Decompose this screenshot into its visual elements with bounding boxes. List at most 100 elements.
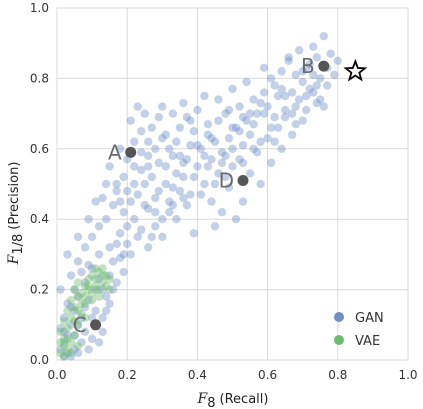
data-point-gan <box>172 137 181 146</box>
highlight-label-d: D <box>219 168 234 192</box>
data-point-gan <box>130 137 139 146</box>
data-point-vae <box>94 292 104 301</box>
data-point-gan <box>105 271 114 280</box>
data-point-gan <box>245 109 255 118</box>
data-point-gan <box>123 239 132 249</box>
data-point-gan <box>175 186 185 196</box>
data-point-gan <box>84 295 93 305</box>
data-point-gan <box>94 222 104 231</box>
data-point-gan <box>73 320 83 329</box>
data-point-gan <box>312 53 321 62</box>
x-axis-label: F8 (Recall) <box>197 391 269 409</box>
grid <box>56 7 409 361</box>
data-point-vae <box>91 281 100 291</box>
data-point-vae <box>87 271 97 280</box>
data-point-gan <box>207 155 216 164</box>
data-point-vae <box>59 341 69 351</box>
data-point-gan <box>319 102 328 111</box>
data-point-gan <box>277 144 286 153</box>
data-point-gan <box>221 172 230 182</box>
data-point-gan <box>140 179 149 189</box>
data-point-gan <box>112 278 121 287</box>
y-tick-label: 1.0 <box>30 1 49 15</box>
data-point-gan <box>144 243 153 252</box>
data-point-gan <box>115 197 125 206</box>
data-point-vae <box>101 271 111 280</box>
data-point-vae <box>105 285 114 294</box>
x-axis-unit: (Recall) <box>220 392 269 407</box>
data-point-vae <box>59 334 69 344</box>
data-point-gan <box>259 63 269 73</box>
data-point-gan <box>210 222 220 231</box>
data-point-gan <box>294 95 304 104</box>
data-point-gan <box>326 49 335 58</box>
data-point-gan <box>298 77 307 87</box>
data-point-gan <box>277 67 286 76</box>
data-point-gan <box>77 313 86 322</box>
data-point-gan <box>175 151 185 161</box>
data-point-gan <box>266 74 276 83</box>
data-point-gan <box>256 179 265 189</box>
data-point-gan <box>66 352 76 361</box>
data-point-gan <box>242 77 251 87</box>
data-point-gan <box>189 229 199 238</box>
y-axis-title: F1/8 (Precision) <box>6 162 26 266</box>
data-point-gan <box>77 338 86 347</box>
data-point-gan <box>333 56 342 65</box>
data-point-vae <box>91 274 100 284</box>
data-point-gan <box>273 91 283 101</box>
tick-labels: 0.0 0.2 0.4 0.6 0.8 1.0 0.0 0.2 0.4 0.6 0.8 1.0 <box>30 1 418 382</box>
ideal-star-marker <box>343 58 368 82</box>
data-point-gan <box>203 162 213 171</box>
data-point-vae <box>66 313 76 322</box>
data-point-gan <box>189 127 199 136</box>
data-point-gan <box>66 320 76 329</box>
data-point-gan <box>263 102 272 111</box>
data-point-gan <box>140 200 149 210</box>
data-point-vae <box>77 288 86 298</box>
data-point-gan <box>91 285 100 294</box>
data-point-gan <box>214 95 223 104</box>
data-point-gan <box>84 260 93 270</box>
data-point-gan <box>221 151 230 161</box>
data-point-vae <box>80 292 90 301</box>
data-point-gan <box>316 95 325 104</box>
data-point-gan <box>70 285 79 294</box>
data-point-gan <box>108 200 118 210</box>
data-point-gan <box>319 31 328 41</box>
data-point-gan <box>249 95 258 104</box>
data-point-gan <box>266 158 276 168</box>
data-point-gan <box>259 88 269 97</box>
data-point-gan <box>182 112 192 122</box>
data-point-gan <box>130 179 139 189</box>
data-point-gan <box>235 127 244 136</box>
data-point-vae <box>59 352 69 361</box>
y-tick-label: 0.0 <box>30 353 49 367</box>
data-point-gan <box>179 193 188 203</box>
data-point-gan <box>59 327 69 337</box>
data-point-gan <box>186 116 195 125</box>
data-point-gan <box>144 137 153 146</box>
data-point-gan <box>252 109 262 118</box>
data-point-gan <box>214 169 223 178</box>
data-point-gan <box>63 331 72 340</box>
data-point-gan <box>172 215 181 224</box>
data-point-gan <box>123 222 132 231</box>
data-point-gan <box>168 183 178 192</box>
data-point-vae <box>98 264 107 273</box>
data-point-vae <box>73 341 83 351</box>
data-point-gan <box>147 172 156 182</box>
data-point-gan <box>105 299 114 308</box>
data-point-gan <box>98 313 107 322</box>
data-point-gan <box>284 53 293 62</box>
data-point-gan <box>210 137 220 146</box>
data-point-gan <box>231 215 241 224</box>
data-point-vae <box>84 281 93 291</box>
data-point-gan <box>305 60 314 69</box>
data-point-gan <box>249 144 258 153</box>
legend-label-gan: GAN <box>355 311 384 326</box>
data-point-gan <box>302 63 311 73</box>
data-point-gan <box>217 207 227 217</box>
data-point-gan <box>126 250 135 259</box>
y-axis-unit: (Precision) <box>7 162 22 230</box>
